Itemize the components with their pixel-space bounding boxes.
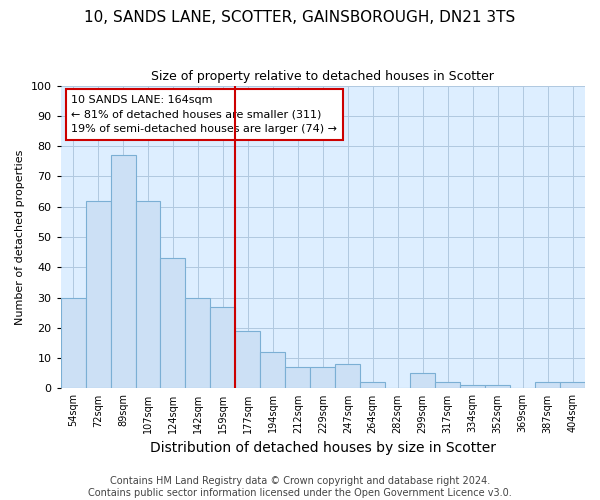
Bar — [435, 382, 460, 388]
Bar — [535, 382, 560, 388]
Bar — [560, 382, 585, 388]
Text: Contains HM Land Registry data © Crown copyright and database right 2024.
Contai: Contains HM Land Registry data © Crown c… — [88, 476, 512, 498]
Bar — [360, 382, 385, 388]
X-axis label: Distribution of detached houses by size in Scotter: Distribution of detached houses by size … — [150, 441, 496, 455]
Bar — [61, 298, 86, 388]
Bar — [460, 386, 485, 388]
Bar — [485, 386, 510, 388]
Y-axis label: Number of detached properties: Number of detached properties — [15, 150, 25, 324]
Bar — [235, 331, 260, 388]
Bar — [286, 367, 310, 388]
Bar — [211, 306, 235, 388]
Bar — [260, 352, 286, 389]
Bar — [410, 374, 435, 388]
Bar — [110, 155, 136, 388]
Bar — [335, 364, 360, 388]
Bar — [136, 200, 160, 388]
Bar — [86, 200, 110, 388]
Title: Size of property relative to detached houses in Scotter: Size of property relative to detached ho… — [151, 70, 494, 83]
Bar — [160, 258, 185, 388]
Bar — [310, 367, 335, 388]
Text: 10, SANDS LANE, SCOTTER, GAINSBOROUGH, DN21 3TS: 10, SANDS LANE, SCOTTER, GAINSBOROUGH, D… — [85, 10, 515, 25]
Text: 10 SANDS LANE: 164sqm
← 81% of detached houses are smaller (311)
19% of semi-det: 10 SANDS LANE: 164sqm ← 81% of detached … — [71, 94, 337, 134]
Bar — [185, 298, 211, 388]
